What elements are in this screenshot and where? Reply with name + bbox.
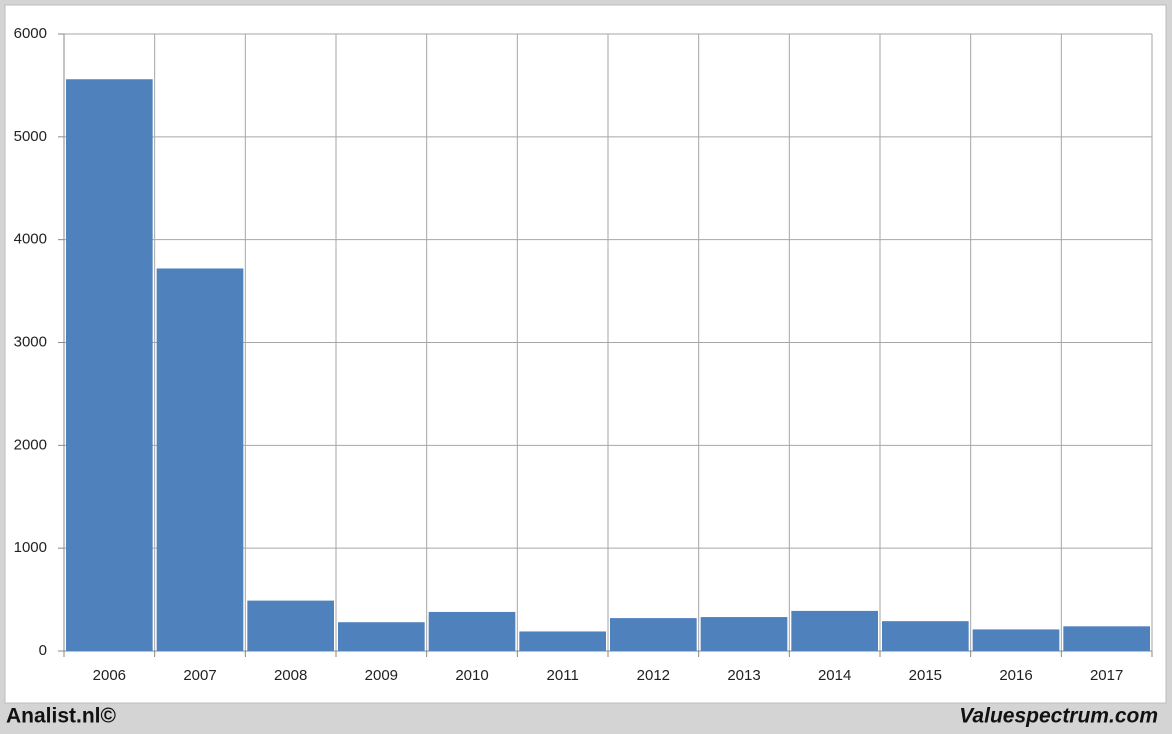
bar [519, 631, 606, 651]
y-tick-label: 5000 [14, 128, 47, 145]
bar [66, 79, 153, 652]
y-tick-label: 3000 [14, 333, 47, 350]
x-tick-label: 2017 [1090, 667, 1123, 684]
x-tick-label: 2010 [455, 667, 488, 684]
y-tick-label: 0 [39, 642, 47, 659]
bar [1063, 626, 1150, 651]
bar [791, 610, 878, 651]
x-tick-label: 2013 [727, 667, 760, 684]
x-tick-label: 2007 [183, 667, 216, 684]
bar [610, 618, 697, 651]
x-tick-label: 2015 [909, 667, 942, 684]
bar [972, 629, 1060, 651]
y-tick-label: 6000 [14, 25, 47, 42]
y-tick-label: 2000 [14, 436, 47, 453]
footer-right: Valuespectrum.com [959, 705, 1158, 728]
x-tick-label: 2008 [274, 667, 307, 684]
bar [882, 621, 969, 651]
bar [700, 617, 788, 651]
y-tick-label: 1000 [14, 539, 47, 556]
x-tick-label: 2014 [818, 667, 851, 684]
bar [247, 600, 334, 651]
x-tick-label: 2016 [999, 667, 1032, 684]
bar [156, 268, 244, 651]
bar [428, 611, 516, 651]
x-tick-label: 2011 [547, 667, 579, 684]
footer-left: Analist.nl© [6, 705, 117, 728]
bar [338, 622, 425, 651]
x-tick-label: 2009 [365, 667, 398, 684]
x-tick-label: 2006 [93, 667, 126, 684]
x-tick-label: 2012 [637, 667, 670, 684]
y-tick-label: 4000 [14, 231, 47, 248]
